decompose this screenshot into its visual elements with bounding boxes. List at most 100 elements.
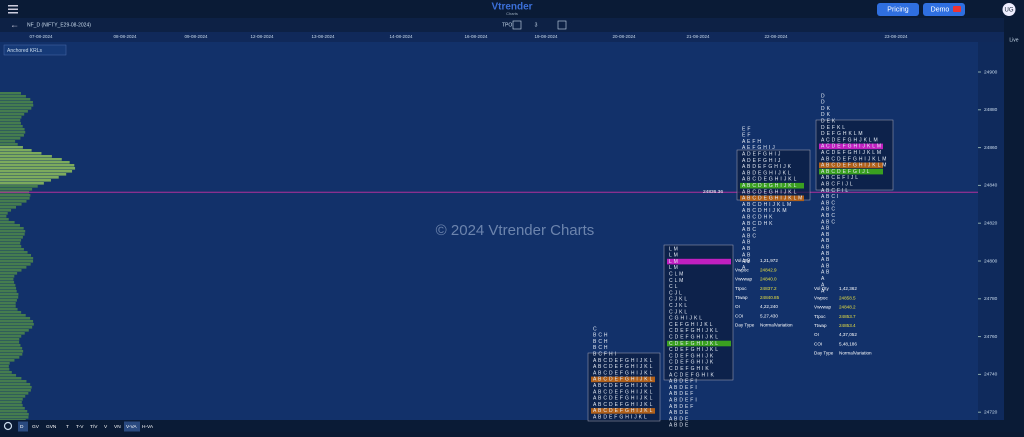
tpo-row: A B C D E F G H I J K L <box>593 364 653 370</box>
tpo-highlight <box>591 408 655 414</box>
tpo-row: A B C F I L <box>821 188 848 194</box>
tpo-row: A B D E F <box>669 391 694 397</box>
logo-sub: Charts <box>506 11 518 16</box>
stat-label: Day Type <box>735 323 755 328</box>
view-button[interactable]: V <box>104 424 108 430</box>
view-button[interactable]: T <box>66 424 69 430</box>
tpo-row: L M <box>669 253 678 259</box>
volume-bar <box>0 200 27 203</box>
view-button[interactable]: T-V <box>76 424 84 430</box>
volume-bar <box>0 329 29 332</box>
volume-bar <box>0 164 75 167</box>
stat-value: 5,48,186 <box>839 341 857 346</box>
tpo-row: D K <box>821 106 831 112</box>
volume-bar <box>0 275 15 278</box>
tpo-row: A E F G H I J <box>742 145 775 151</box>
tpo-label: TPO <box>502 22 512 28</box>
tpo-row: B C F H I <box>593 352 616 358</box>
tpo-row: A B <box>742 246 751 252</box>
price-label: 24720 <box>984 409 998 415</box>
volume-bar <box>0 155 52 158</box>
volume-bar <box>0 119 21 122</box>
menu-icon[interactable] <box>8 5 18 14</box>
view-button[interactable]: T/V <box>90 424 98 430</box>
tpo-row: C J L <box>669 290 682 296</box>
volume-bar <box>0 182 44 185</box>
volume-bar <box>0 245 22 248</box>
price-label: 24880 <box>984 107 998 113</box>
view-button[interactable]: D <box>20 424 24 430</box>
tpo-row: A B <box>821 226 830 232</box>
tpo-row: C E F G H I J K L <box>669 322 713 328</box>
tpo-row: D E K <box>821 119 836 125</box>
tpo-row: A <box>821 276 825 282</box>
tpo-row: C J K L <box>669 297 688 303</box>
view-button[interactable]: GVN <box>46 424 57 430</box>
view-button[interactable]: GV <box>32 424 40 430</box>
stat-label: Ttpoc <box>735 286 747 291</box>
volume-bar <box>0 230 26 233</box>
volume-bar <box>0 209 12 212</box>
price-label: 24780 <box>984 296 998 302</box>
volume-bar <box>0 377 22 380</box>
volume-bar <box>0 293 19 296</box>
level-label: 24836.36 <box>703 189 723 195</box>
volume-bar <box>0 176 59 179</box>
volume-bar <box>0 110 28 113</box>
volume-bar <box>0 95 26 98</box>
pricing-button[interactable] <box>877 3 919 16</box>
tpo-row: E F <box>742 126 751 132</box>
back-arrow[interactable]: ← <box>10 19 19 29</box>
tpo-row: C D E F G H I K <box>669 366 709 372</box>
tpo-plus[interactable] <box>557 20 567 30</box>
tpo-row: C D E F G H I J K L <box>669 347 718 353</box>
tpo-row: A B D E F I <box>669 385 697 391</box>
volume-bar <box>0 161 70 164</box>
tpo-row: E F <box>742 133 751 139</box>
tpo-row: C J K L <box>669 309 688 315</box>
volume-bar <box>0 194 31 197</box>
view-button[interactable]: VN <box>114 424 121 430</box>
tpo-row: A B <box>821 232 830 238</box>
view-button[interactable]: H-VA <box>142 424 154 430</box>
volume-bar <box>0 248 24 251</box>
volume-bar <box>0 215 7 218</box>
volume-bar <box>0 167 76 170</box>
volume-bar <box>0 347 23 350</box>
tpo-row: A B <box>742 259 751 265</box>
tpo-row: A B C D H K <box>742 215 773 221</box>
tpo-row: D E F G H K L M <box>821 131 863 137</box>
date-label: 08-08-2024 <box>113 34 137 39</box>
settings-icon[interactable] <box>3 421 13 431</box>
tpo-row: C J K L <box>669 303 688 309</box>
view-button[interactable]: V-VA <box>126 424 137 430</box>
volume-bar <box>0 296 19 299</box>
tpo-row: C D E F G H I J K <box>669 353 714 359</box>
tpo-row: A B C <box>821 200 835 206</box>
tpo-row: A B C D E F G I J L <box>821 169 870 175</box>
view-active <box>124 421 140 432</box>
stat-value: 24848.2 <box>839 305 856 310</box>
tpo-row: A B C D H I J K M <box>742 208 787 214</box>
volume-bar <box>0 401 22 404</box>
volume-bar <box>0 236 23 239</box>
volume-bar <box>0 392 29 395</box>
tpo-row: A B C D E F G H I J K L <box>593 370 653 376</box>
price-label: 24840 <box>984 183 998 189</box>
volume-profile <box>0 92 76 422</box>
anchored-dropdown[interactable] <box>3 44 67 56</box>
tpo-row: A B C D H I J K L M <box>742 202 791 208</box>
tpo-minus[interactable] <box>512 20 522 30</box>
volume-bar <box>0 98 31 101</box>
stat-label: Vwvwap <box>735 277 753 282</box>
volume-bar <box>0 203 22 206</box>
volume-bar <box>0 338 20 341</box>
stat-label: OI <box>814 332 819 337</box>
tpo-row: A B D E <box>669 416 689 422</box>
tpo-highlight <box>667 258 731 265</box>
user-avatar[interactable] <box>1002 3 1016 16</box>
tpo-row: C L M <box>669 272 684 278</box>
date-label: 07-08-2024 <box>29 34 53 39</box>
tpo-highlight <box>740 195 804 202</box>
tpo-value: 3 <box>535 22 538 28</box>
